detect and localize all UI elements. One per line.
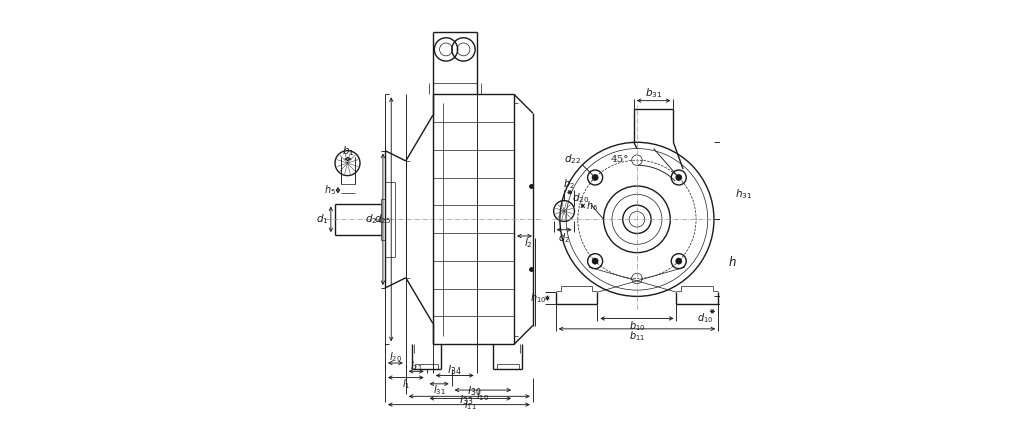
- Text: $l_{20}$: $l_{20}$: [389, 351, 401, 365]
- Text: $l_{10}$: $l_{10}$: [476, 390, 489, 403]
- Text: $d_2$: $d_2$: [558, 231, 570, 245]
- Text: $h_6$: $h_6$: [586, 199, 598, 213]
- Text: $b_{11}$: $b_{11}$: [629, 330, 645, 343]
- Text: $b_2$: $b_2$: [563, 177, 575, 191]
- Text: $l_{31}$: $l_{31}$: [433, 383, 445, 397]
- Circle shape: [676, 258, 682, 265]
- Text: $d_{20}$: $d_{20}$: [572, 191, 590, 205]
- Circle shape: [592, 258, 598, 265]
- Text: $b_{10}$: $b_{10}$: [629, 319, 645, 333]
- Text: $d_{25}$: $d_{25}$: [375, 212, 391, 226]
- Text: $l_1$: $l_1$: [401, 377, 410, 391]
- Text: $d_{22}$: $d_{22}$: [563, 152, 581, 166]
- Text: $b_1$: $b_1$: [342, 145, 354, 158]
- Text: $l_{11}$: $l_{11}$: [464, 398, 477, 411]
- Text: $h$: $h$: [728, 254, 737, 268]
- Text: $l_{30}$: $l_{30}$: [467, 384, 481, 398]
- Text: $l_2$: $l_2$: [524, 237, 534, 250]
- Circle shape: [676, 174, 682, 181]
- Text: $h_{31}$: $h_{31}$: [735, 187, 753, 201]
- Text: $d_{24}$: $d_{24}$: [365, 212, 382, 226]
- Text: $l_{21}$: $l_{21}$: [410, 359, 423, 373]
- Text: $d_1$: $d_1$: [316, 212, 329, 226]
- Text: 45°: 45°: [611, 155, 630, 164]
- Text: $d_{10}$: $d_{10}$: [697, 311, 714, 325]
- Text: $h_{10}$: $h_{10}$: [530, 291, 547, 305]
- Text: $b_{31}$: $b_{31}$: [645, 86, 663, 100]
- Text: $l_{34}$: $l_{34}$: [447, 363, 462, 376]
- Text: $h_5$: $h_5$: [325, 183, 337, 197]
- Circle shape: [592, 174, 598, 181]
- Text: $l_{33}$: $l_{33}$: [459, 393, 473, 406]
